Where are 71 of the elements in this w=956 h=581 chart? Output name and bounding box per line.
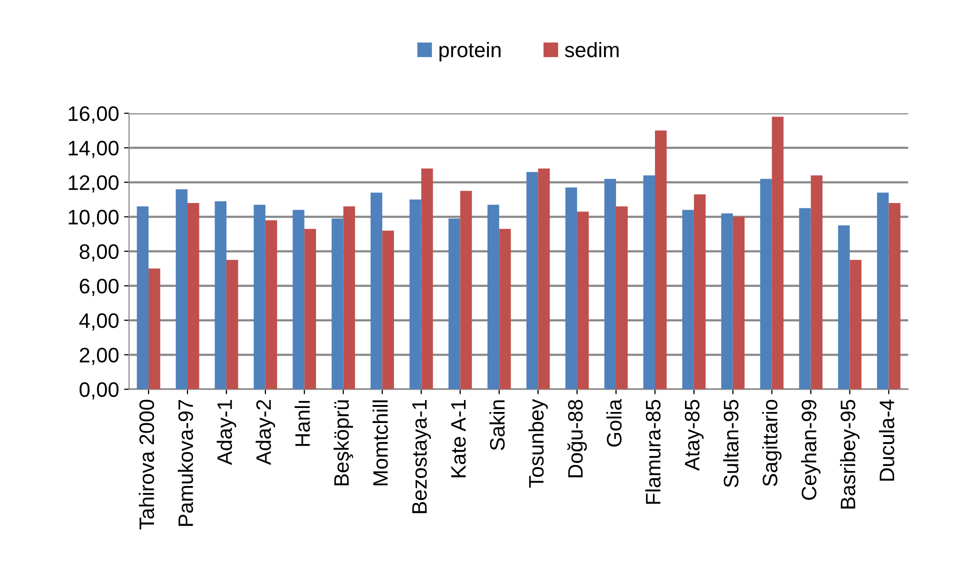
bar (732, 216, 745, 390)
bar (654, 130, 667, 390)
bar (148, 268, 160, 390)
x-tick-label: Ceyhan-99 (801, 400, 821, 500)
y-tick-label: 8,00 (80, 244, 119, 262)
bar (850, 260, 862, 390)
bar (799, 208, 811, 390)
x-tick-label: Aday-2 (256, 400, 276, 465)
bar (487, 204, 500, 390)
bar (460, 190, 472, 390)
bar (643, 175, 655, 390)
y-tick-label: 16,00 (68, 106, 119, 124)
bar (616, 206, 628, 390)
x-tick-label: Golia (606, 398, 622, 447)
x-tick-label: Momtchill (372, 400, 388, 486)
y-tick-label: 2,00 (80, 348, 119, 365)
bar (343, 206, 356, 390)
bar (838, 225, 850, 390)
x-tick-label: Sagittario (762, 400, 782, 486)
bar (421, 168, 433, 390)
bar (176, 189, 188, 390)
bar (499, 228, 511, 390)
bar (304, 228, 316, 390)
y-tick-label: 10,00 (68, 210, 119, 227)
x-tick-label: Tosunbey (528, 399, 548, 488)
x-tick-label: Sakin (489, 400, 505, 450)
bar (292, 210, 304, 390)
bar (877, 192, 889, 390)
x-tick-label: Ducula-4 (879, 400, 894, 481)
bar (187, 202, 200, 390)
legend-label: sedim (564, 42, 619, 58)
y-tick-label: 12,00 (68, 175, 119, 193)
bar (721, 213, 733, 390)
bar (694, 194, 706, 390)
bar (810, 175, 822, 390)
y-tick-label: 6,00 (80, 278, 119, 296)
bar (565, 187, 578, 390)
x-tick-label: Beşköprü (334, 400, 354, 486)
y-tick-label: 14,00 (68, 140, 119, 158)
bar (604, 178, 616, 390)
bar (760, 178, 772, 390)
x-tick-label: Doğu-88 (567, 400, 587, 478)
bar (265, 220, 278, 390)
bar (370, 192, 382, 390)
x-tick-label: Hanlı (294, 400, 310, 446)
x-tick-label: Basribey-95 (840, 400, 860, 508)
x-tick-label: Pamukova-97 (178, 400, 194, 526)
x-tick-label: Kate A-1 (451, 400, 466, 478)
bar (577, 212, 589, 390)
y-tick-label: 4,00 (79, 313, 119, 330)
x-tick-label: Flamura-85 (645, 400, 661, 504)
bar (254, 204, 266, 390)
y-tick-label: 0,00 (80, 382, 119, 400)
bar (448, 218, 460, 390)
bar (888, 202, 900, 390)
bar (382, 230, 394, 390)
bar (410, 200, 422, 390)
x-tick-label: Tahirova 2000 (138, 400, 154, 530)
bar (772, 116, 784, 390)
bar (332, 218, 344, 390)
x-tick-label: Sultan-95 (723, 400, 738, 488)
bar (214, 201, 226, 390)
bar (526, 172, 538, 390)
x-tick-label: Aday-1 (216, 400, 236, 465)
bar (682, 210, 694, 390)
bar (136, 206, 149, 390)
bar (538, 168, 550, 390)
legend-label: protein (440, 42, 501, 62)
x-tick-label: Bezostaya-1 (412, 400, 431, 514)
bar (226, 260, 238, 390)
x-tick-label: Atay-85 (684, 400, 704, 471)
